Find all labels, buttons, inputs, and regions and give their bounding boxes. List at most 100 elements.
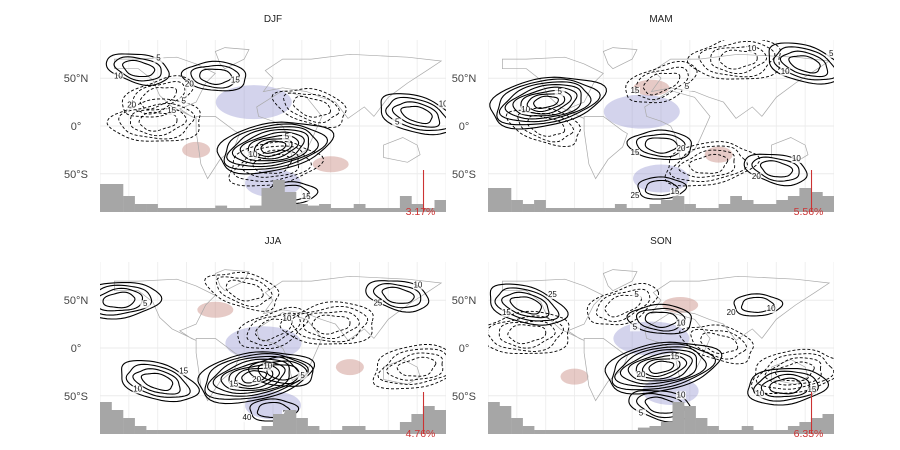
negative-contour: [215, 276, 273, 308]
positive-contour: [747, 367, 830, 406]
histogram-bar: [215, 430, 228, 434]
histogram-bar: [741, 200, 754, 212]
histogram-bar: [649, 204, 662, 212]
percent-label: 6.35%: [794, 428, 824, 440]
histogram-bar: [661, 200, 673, 212]
contours: [488, 282, 834, 423]
contour-value-label: 5: [143, 299, 148, 308]
negative-contour: [700, 332, 739, 355]
positive-contour: [504, 84, 582, 120]
contour-value-label: 20: [752, 172, 761, 181]
negative-contour: [292, 95, 331, 118]
histogram-bar: [249, 205, 262, 212]
latitude-tick-label: 0°: [459, 121, 470, 133]
histogram-bar: [342, 426, 354, 434]
histogram-bar: [776, 430, 789, 434]
negative-contour: [252, 153, 293, 174]
latitude-tick-label: 50°S: [452, 391, 476, 403]
positive-contour: [626, 129, 692, 161]
histogram-bar: [330, 430, 343, 434]
positive-contour: [140, 372, 174, 392]
positive-contour: [239, 131, 305, 162]
positive-anomaly-patch: [182, 141, 211, 158]
histogram-bar: [822, 414, 834, 434]
positive-contour: [740, 296, 775, 313]
negative-contour: [718, 49, 758, 70]
coastlines: [502, 47, 831, 180]
positive-contour: [509, 296, 543, 315]
negative-contour: [698, 40, 776, 78]
negative-contour: [688, 153, 729, 174]
positive-contour: [635, 133, 686, 158]
histogram-bar: [568, 208, 581, 212]
histogram-bar: [157, 430, 170, 434]
contour-value-label: 40: [243, 413, 252, 422]
histogram-bar: [111, 184, 124, 212]
histogram-bar: [319, 430, 331, 434]
contour-value-label: 15: [631, 148, 640, 157]
negative-contour: [488, 315, 564, 352]
histogram-bar: [180, 430, 193, 434]
negative-contour: [254, 318, 293, 342]
negative-contour: [595, 288, 651, 323]
histogram-bar: [591, 208, 604, 212]
histogram-bar: [284, 192, 297, 212]
positive-contour: [125, 363, 191, 398]
positive-contour: [266, 364, 300, 381]
percent-label: 3.17%: [406, 206, 436, 218]
positive-contour: [496, 78, 601, 126]
histogram-bar: [707, 208, 719, 212]
positive-contour: [753, 370, 819, 402]
negative-anomaly-patch: [603, 94, 680, 129]
negative-contour: [664, 141, 761, 187]
contour-value-label: 10: [781, 67, 790, 76]
latitude-tick-label: 50°S: [452, 169, 476, 181]
contour-value-label: 5: [633, 322, 638, 331]
positive-contour: [788, 55, 821, 74]
contour-value-label: 15: [231, 75, 240, 84]
positive-contour: [212, 358, 290, 395]
panel-jja: 1015520151020401025515104.76%JJA50°N0°50…: [64, 236, 446, 440]
frequency-histogram: [488, 402, 834, 434]
positive-contour: [644, 179, 679, 197]
histogram-bar: [100, 402, 112, 434]
positive-contour: [489, 76, 607, 130]
positive-contour: [206, 355, 300, 397]
histogram-bar: [557, 208, 569, 212]
histogram-bar: [730, 430, 742, 434]
contour-value-label: 5: [300, 371, 305, 380]
negative-contour: [396, 356, 437, 377]
negative-anomaly-patch: [215, 85, 292, 120]
negative-contour: [586, 282, 660, 326]
histogram-bar: [261, 188, 274, 212]
positive-contour: [223, 123, 329, 171]
positive-contour: [122, 59, 156, 78]
contour-value-label: 20: [252, 375, 261, 384]
negative-contour: [225, 279, 264, 302]
histogram-bar: [822, 196, 834, 212]
contour-value-label: 5: [156, 54, 161, 63]
negative-contour: [775, 361, 815, 382]
negative-contour: [517, 111, 575, 143]
histogram-bar: [353, 204, 366, 212]
histogram-bar: [707, 426, 719, 434]
contour-value-label: 10: [283, 314, 292, 323]
negative-contour: [751, 348, 834, 394]
positive-contour: [234, 367, 274, 387]
negative-contour: [283, 92, 340, 124]
latitude-tick-label: 0°: [71, 121, 82, 133]
latitude-tick-label: 50°N: [64, 295, 89, 307]
histogram-bar: [192, 208, 205, 212]
positive-anomaly-patch: [197, 301, 234, 318]
positive-contour: [260, 140, 287, 154]
histogram-bar: [203, 208, 216, 212]
histogram-bar: [637, 208, 650, 212]
histogram-bar: [238, 208, 251, 212]
contour-value-label: 25: [373, 298, 382, 307]
contour-value-label: 5: [395, 118, 400, 127]
histogram-bar: [753, 430, 766, 434]
histogram-bar: [741, 426, 754, 434]
histogram-bar: [365, 208, 378, 212]
histogram-bar: [522, 204, 535, 212]
